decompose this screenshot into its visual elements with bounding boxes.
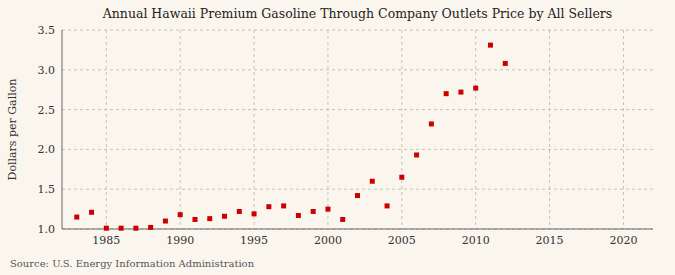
source-note: Source: U.S. Energy Information Administ… (10, 258, 255, 269)
x-tick-label: 2005 (388, 234, 416, 247)
point (458, 90, 463, 95)
point (414, 152, 419, 157)
point (237, 209, 242, 214)
x-tick-label: 1990 (166, 234, 194, 247)
point (325, 207, 330, 212)
point (399, 175, 404, 180)
point (192, 217, 197, 222)
point (266, 204, 271, 209)
x-tick-label: 2015 (536, 234, 564, 247)
chart: 1985 1990 1995 2000 2005 2010 2015 2020 1.0 1.5 2.… (0, 0, 675, 275)
y-grid-line (62, 189, 653, 190)
point (473, 86, 478, 91)
point (444, 91, 449, 96)
point (385, 203, 390, 208)
point (104, 226, 109, 231)
point (222, 214, 227, 219)
points (74, 43, 507, 231)
x-grid-line (106, 30, 107, 229)
point (503, 61, 508, 66)
y-tick-label: 2.5 (38, 104, 56, 117)
point (89, 210, 94, 215)
y-grid-line (62, 30, 653, 31)
point (119, 226, 124, 231)
x-grid-line (623, 30, 624, 229)
background (0, 0, 675, 275)
title: Annual Hawaii Premium Gasoline Through C… (102, 6, 613, 21)
grid (62, 30, 653, 229)
x-grid-line (180, 30, 181, 229)
point (488, 43, 493, 48)
point (148, 225, 153, 230)
point (252, 211, 257, 216)
point (281, 203, 286, 208)
x-grid-line (327, 30, 328, 229)
point (370, 179, 375, 184)
point (429, 121, 434, 126)
x-tick-label: 2000 (314, 234, 342, 247)
y-axis-line (62, 30, 63, 229)
point (133, 226, 138, 231)
x-grid-line (475, 30, 476, 229)
y-grid-line (62, 109, 653, 110)
point (207, 216, 212, 221)
y-grid-line (62, 149, 653, 150)
x-grid-line (401, 30, 402, 229)
x-tick-label: 1985 (92, 234, 120, 247)
point (355, 193, 360, 198)
x-grid-line (549, 30, 550, 229)
point (296, 213, 301, 218)
x-grid-line (254, 30, 255, 229)
y-axis-label: Dollars per Gallon (6, 79, 19, 181)
point (340, 217, 345, 222)
y-tick-label: 1.5 (38, 183, 56, 196)
y-tick-label: 1.0 (38, 223, 56, 236)
x-tick-label: 2010 (462, 234, 490, 247)
tick-labels: 1985 1990 1995 2000 2005 2010 2015 2020 1.0 1.5 2.… (38, 24, 638, 247)
x-tick-label: 1995 (240, 234, 268, 247)
y-tick-label: 3.0 (38, 64, 56, 77)
y-tick-label: 2.0 (38, 143, 56, 156)
point (311, 209, 316, 214)
y-grid-line (62, 69, 653, 70)
point (163, 219, 168, 224)
x-tick-label: 2020 (609, 234, 637, 247)
point (178, 212, 183, 217)
point (74, 215, 79, 220)
y-tick-label: 3.5 (38, 24, 56, 37)
